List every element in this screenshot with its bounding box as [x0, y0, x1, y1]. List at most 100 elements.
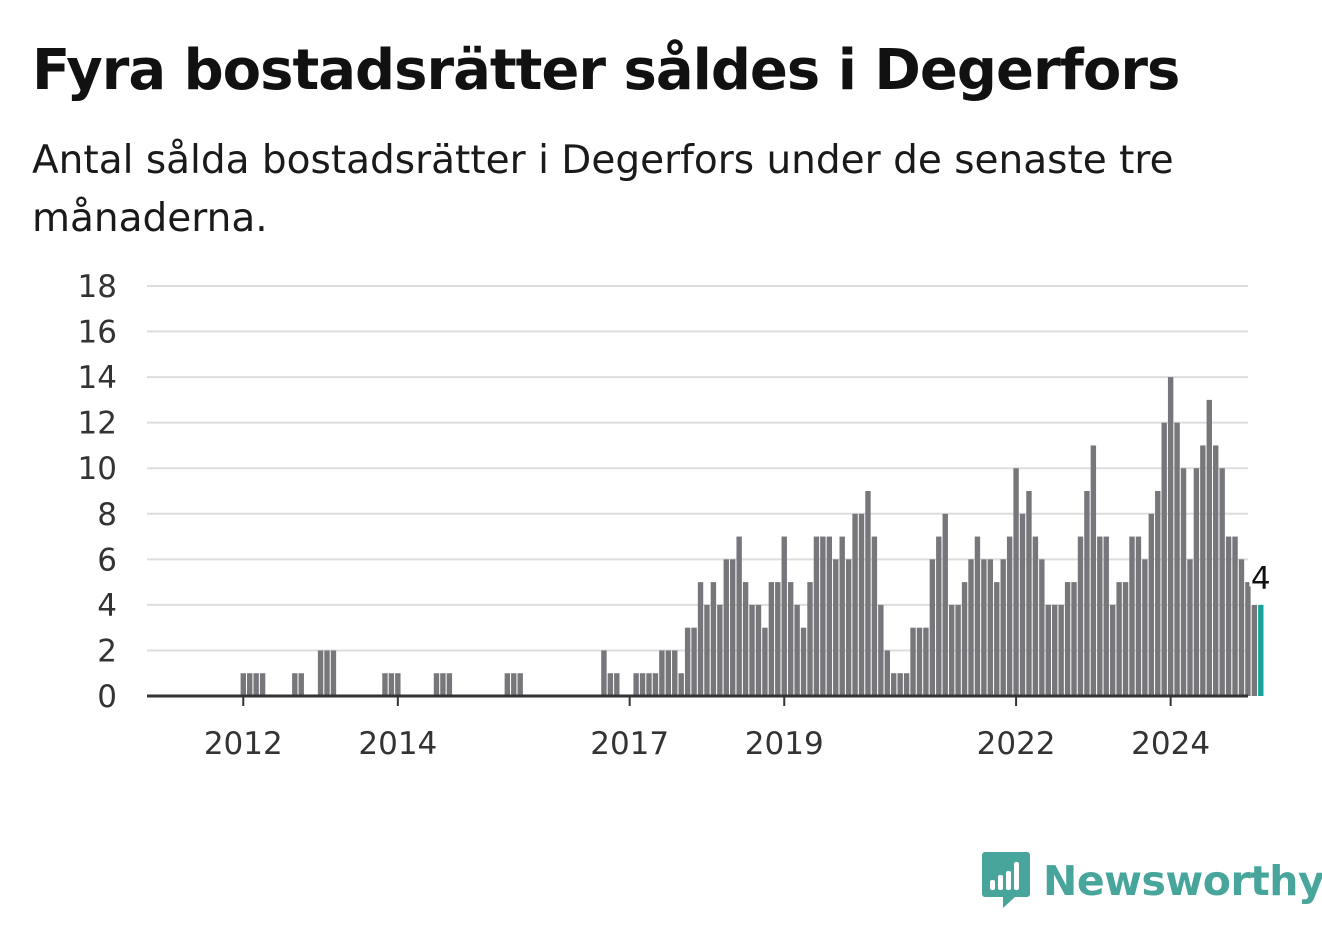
bar	[768, 582, 775, 696]
bar	[865, 491, 871, 696]
bar	[1071, 582, 1077, 696]
bar	[1045, 604, 1051, 696]
bar	[1174, 422, 1180, 696]
bar	[730, 559, 736, 696]
bar	[1245, 582, 1251, 696]
brand-logo: Newsworthy	[981, 850, 1322, 912]
bar	[298, 673, 304, 696]
bar	[517, 673, 523, 696]
bar	[240, 673, 246, 696]
bars	[240, 377, 1264, 696]
bar	[1142, 559, 1148, 696]
y-tick-label: 16	[78, 315, 117, 351]
bar	[1135, 536, 1142, 696]
bar	[1161, 422, 1167, 696]
bar	[388, 673, 395, 696]
bar	[1090, 445, 1097, 696]
bar	[923, 627, 929, 696]
bar	[678, 673, 684, 696]
bar	[1006, 536, 1013, 696]
bar	[800, 627, 807, 696]
y-tick-label: 12	[78, 406, 117, 442]
y-tick-label: 18	[78, 269, 117, 305]
bar	[652, 673, 659, 696]
x-tick-label: 2024	[1131, 726, 1210, 762]
bar	[858, 513, 865, 696]
bar	[1206, 399, 1212, 696]
bar	[1219, 468, 1225, 696]
bar	[395, 673, 401, 696]
y-tick-label: 8	[97, 497, 117, 533]
x-tick-label: 2017	[590, 726, 669, 762]
bar	[433, 673, 440, 696]
bar	[665, 650, 672, 696]
bar	[968, 559, 974, 696]
bar	[1064, 582, 1071, 696]
x-tick-label: 2022	[977, 726, 1056, 762]
y-tick-label: 6	[97, 542, 117, 578]
bar	[994, 582, 1000, 696]
bar	[742, 582, 749, 696]
bar	[440, 673, 446, 696]
bar	[1238, 559, 1245, 696]
bar	[659, 650, 665, 696]
bar	[1200, 445, 1206, 696]
bar	[897, 673, 903, 696]
chart-subtitle: Antal sålda bostadsrätter i Degerfors un…	[32, 138, 1174, 241]
bar	[646, 673, 652, 696]
bar	[704, 604, 710, 696]
bar	[878, 604, 884, 696]
bar	[639, 673, 646, 696]
axes: 0 2 4 6 8 10 12 14 16 18 2012 2014 2017 2019 2022 2024 4	[78, 269, 1274, 762]
bar	[845, 559, 852, 696]
bar	[710, 582, 717, 696]
bar	[1193, 468, 1200, 696]
bar	[1180, 468, 1187, 696]
gridlines	[147, 285, 1248, 652]
bar	[324, 650, 330, 696]
bar	[1019, 513, 1026, 696]
x-tick-label: 2014	[358, 726, 437, 762]
bar-chart: 0 2 4 6 8 10 12 14 16 18 2012 2014 2017 2019 2022 2024 4	[77, 269, 1274, 762]
bar	[736, 536, 742, 696]
bar	[1187, 559, 1193, 696]
bar	[987, 559, 994, 696]
bar	[1148, 513, 1155, 696]
bar	[723, 559, 729, 696]
bar	[292, 673, 298, 696]
bar	[910, 627, 916, 696]
bar	[1077, 536, 1084, 696]
bar	[1052, 604, 1058, 696]
bar	[614, 673, 620, 696]
bar	[504, 673, 511, 696]
bar	[891, 673, 897, 696]
bar	[1097, 536, 1103, 696]
bar	[1058, 604, 1064, 696]
bar	[820, 536, 826, 696]
bar	[903, 673, 910, 696]
bar	[833, 559, 839, 696]
bar	[1232, 536, 1238, 696]
bar	[813, 536, 820, 696]
bar	[1213, 445, 1219, 696]
bar	[807, 582, 813, 696]
bar	[755, 604, 762, 696]
bar	[871, 536, 878, 696]
y-tick-label: 4	[97, 588, 117, 624]
bar	[446, 673, 453, 696]
bar	[929, 559, 936, 696]
bar	[259, 673, 266, 696]
chart-title: Fyra bostadsrätter såldes i Degerfors	[32, 38, 1180, 103]
bar	[749, 604, 755, 696]
bar	[511, 673, 517, 696]
bar	[1039, 559, 1045, 696]
bar	[942, 513, 948, 696]
bar	[633, 673, 639, 696]
bar	[852, 513, 858, 696]
bar	[697, 582, 704, 696]
bar	[884, 650, 890, 696]
bar	[1122, 582, 1129, 696]
bar	[330, 650, 337, 696]
bar	[1251, 604, 1258, 696]
last-value-label: 4	[1251, 561, 1271, 597]
